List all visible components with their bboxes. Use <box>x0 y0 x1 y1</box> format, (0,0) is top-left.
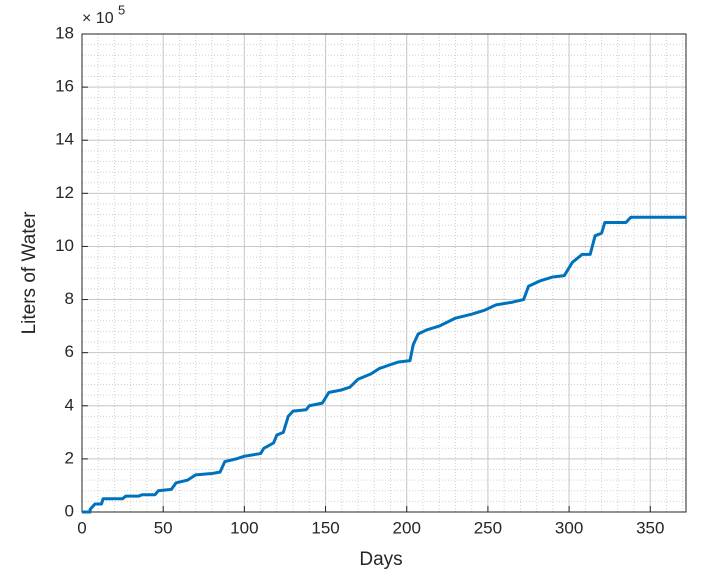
x-tick-label: 250 <box>474 518 502 537</box>
y-tick-label: 2 <box>65 448 74 467</box>
x-tick-label: 350 <box>636 518 664 537</box>
x-tick-label: 100 <box>230 518 258 537</box>
y-multiplier-exponent: 5 <box>118 2 125 17</box>
y-tick-label: 10 <box>55 236 74 255</box>
y-tick-label: 0 <box>65 501 74 520</box>
plot-frame <box>81 33 687 513</box>
x-tick-label: 200 <box>393 518 421 537</box>
y-axis-label: Liters of Water <box>19 211 40 335</box>
y-tick-label: 16 <box>55 77 74 96</box>
x-axis-label: Days <box>359 549 402 570</box>
x-tick-label: 0 <box>77 518 86 537</box>
y-tick-label: 18 <box>55 23 74 42</box>
y-tick-label: 4 <box>65 395 74 414</box>
x-tick-label: 300 <box>555 518 583 537</box>
y-tick-label: 6 <box>65 342 74 361</box>
y-tick-label: 12 <box>55 183 74 202</box>
x-tick-label: 50 <box>154 518 173 537</box>
x-tick-label: 150 <box>311 518 339 537</box>
data-line <box>82 215 686 514</box>
y-tick-label: 14 <box>55 130 74 149</box>
y-tick-label: 8 <box>65 289 74 308</box>
plot-area <box>82 34 686 512</box>
y-multiplier: × 10 <box>82 10 114 27</box>
